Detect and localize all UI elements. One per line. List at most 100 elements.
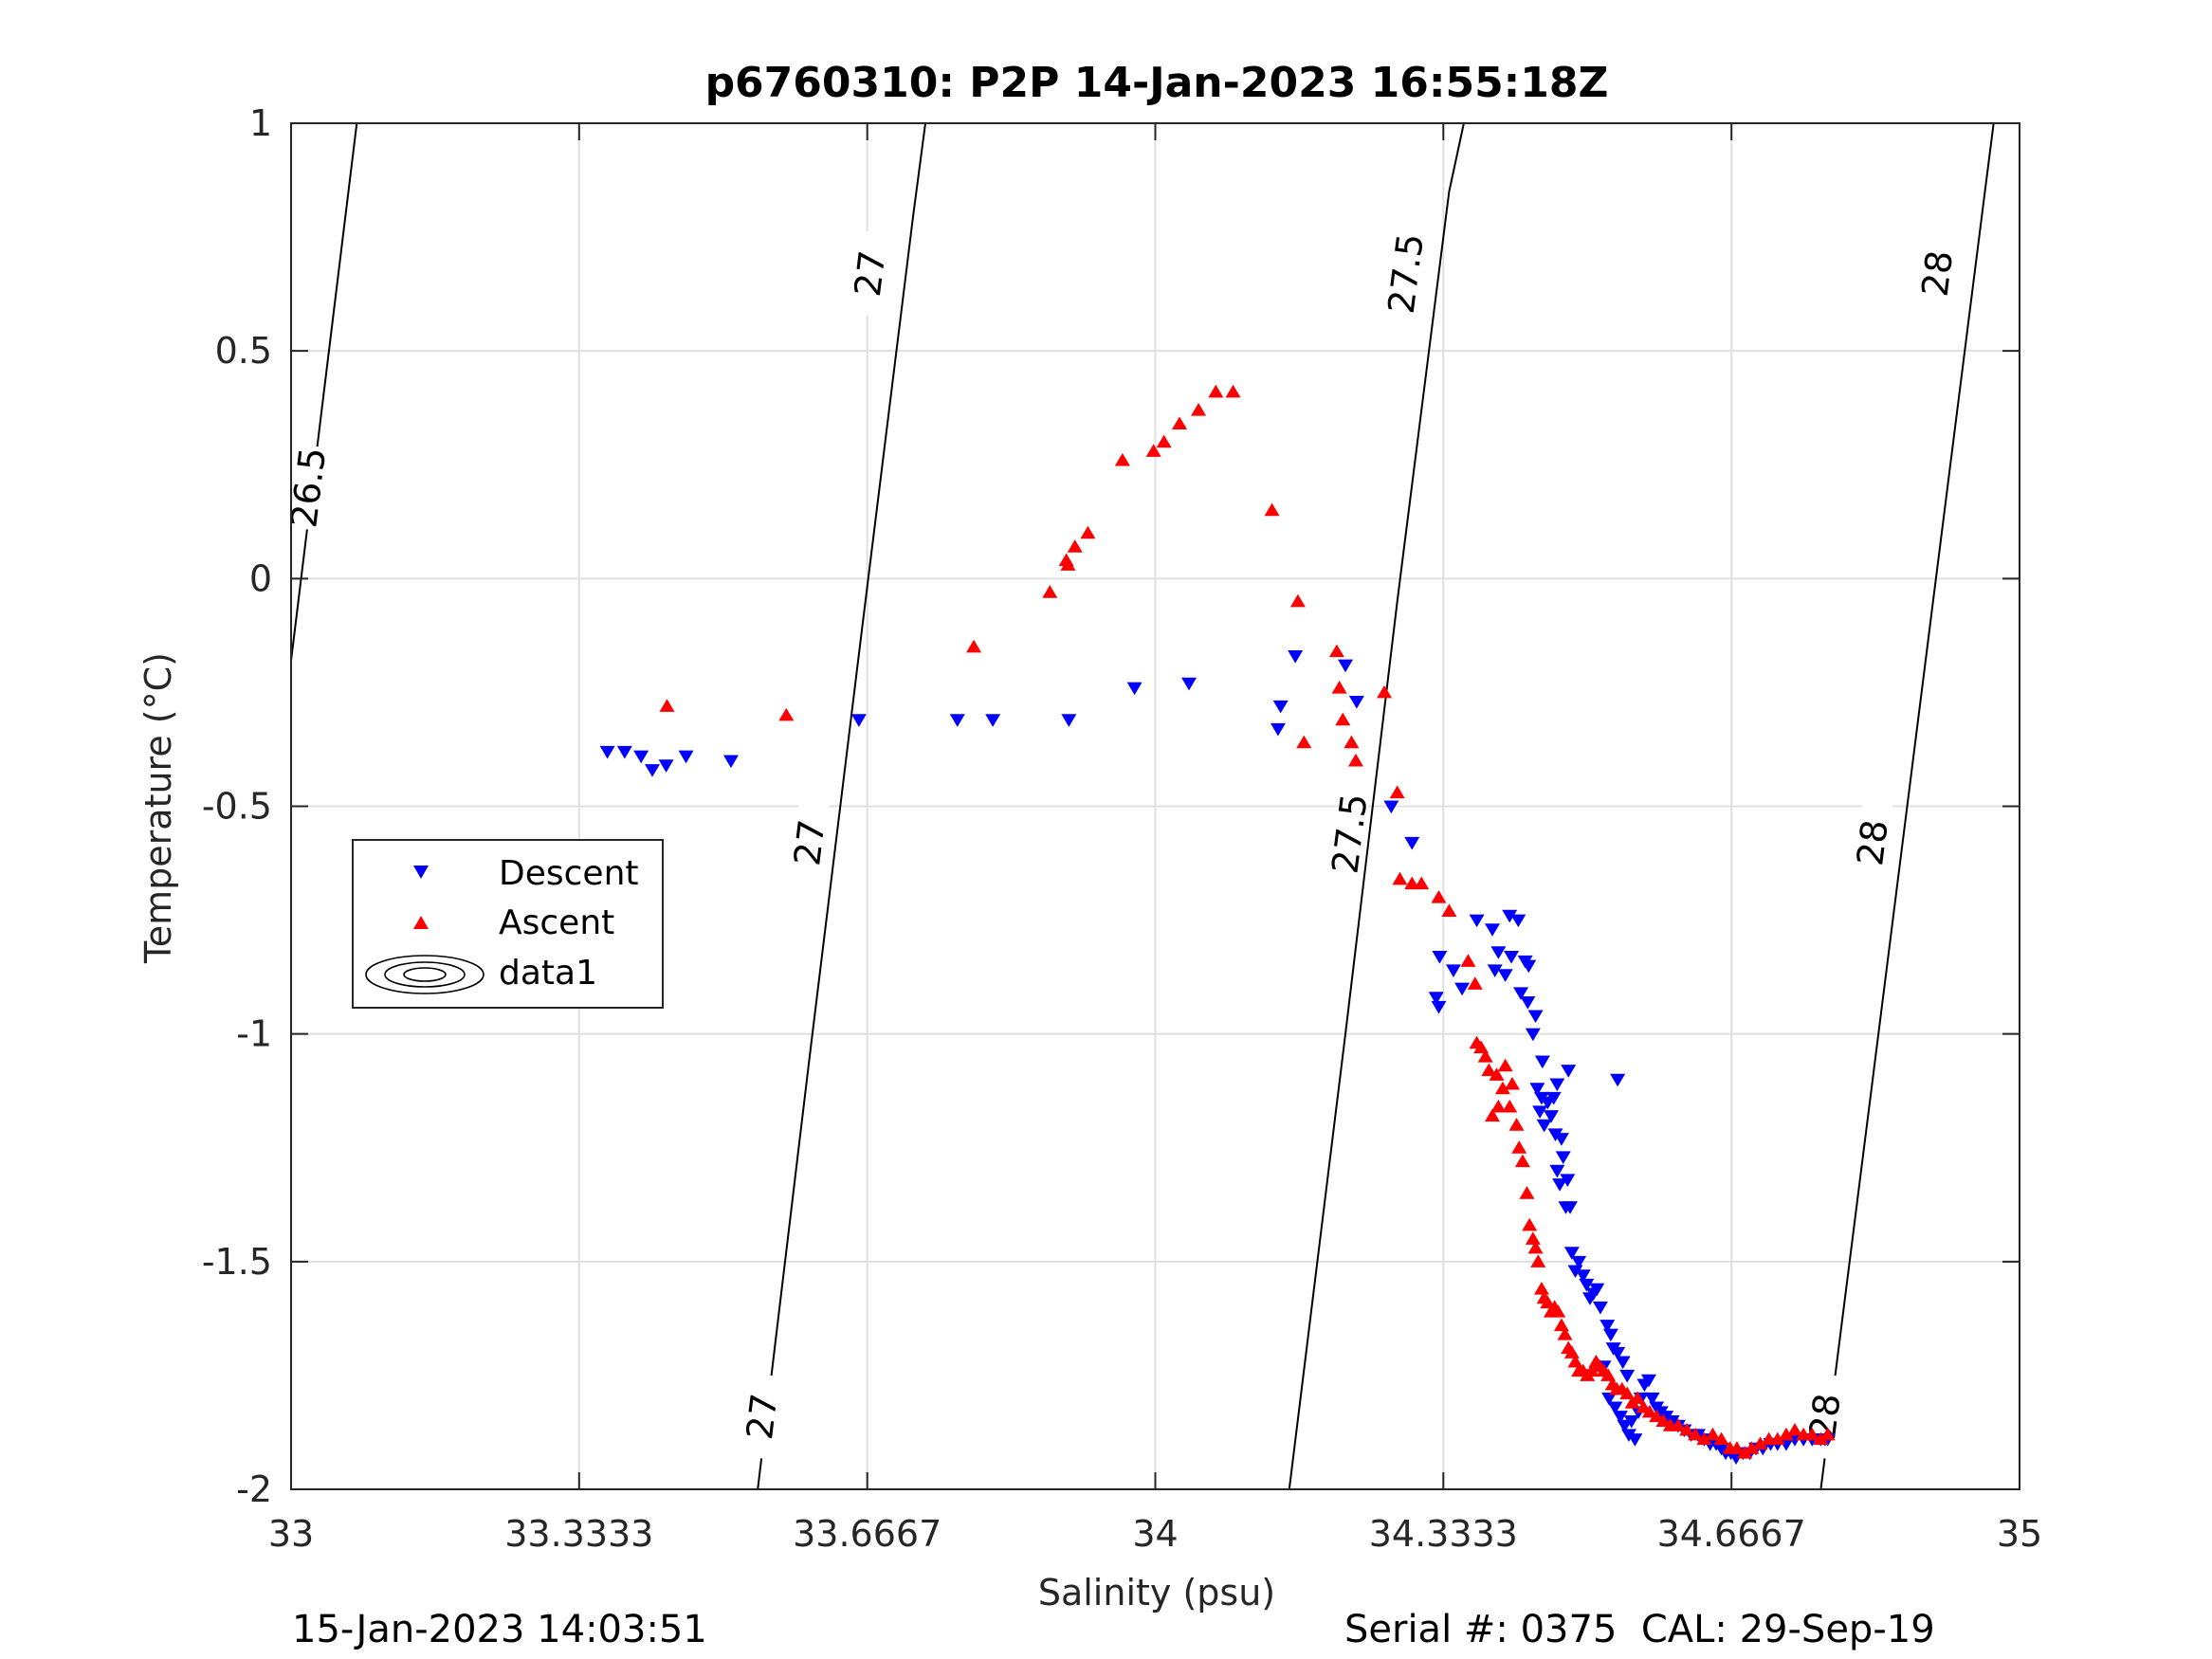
y-tick-label: -2 [236,1468,272,1510]
ascent-point [1787,1422,1803,1436]
contour-label: 27 [786,817,833,867]
descent-point [1404,836,1420,850]
y-tick-label: -1.5 [202,1241,272,1283]
contour-label: 27 [847,248,894,299]
y-tick-label: 0.5 [215,330,272,372]
descent-point [1521,959,1537,974]
descent-point [1549,1078,1565,1092]
descent-point [1513,987,1529,1001]
ascent-point [1688,1427,1704,1441]
descent-point [1502,909,1518,923]
contour-label: 27.5 [1324,792,1375,877]
ascent-point [1600,1368,1617,1381]
ascent-point [1497,1058,1513,1072]
ascent-point [1347,753,1363,767]
contour-label-bg [741,1373,783,1460]
y-tick-label: -1 [236,1013,272,1055]
ascent-point [1441,903,1457,917]
ascent-point [1641,1404,1657,1418]
ascent-point [1404,876,1420,890]
descent-point [1563,1247,1580,1260]
ascent-point [1813,1431,1829,1446]
footer-serial: Serial #: 0375 CAL: 29-Sep-19 [1344,1608,1935,1651]
descent-point [1348,696,1364,709]
descent-point [1525,1028,1541,1042]
contour-label: 28 [1849,817,1896,867]
ascent-point [1527,1240,1544,1254]
x-axis-label: Salinity (psu) [1038,1572,1275,1613]
ascent-point [1473,1040,1490,1054]
ascent-point [1414,876,1430,890]
y-tick-label: 0 [249,557,272,599]
ascent-point [1649,1409,1665,1423]
descent-point [1575,1269,1591,1283]
ascent-point [1344,735,1360,749]
descent-point [633,750,649,764]
ascent-point [1522,1217,1538,1231]
descent-point [1601,1392,1618,1406]
descent-point [1627,1433,1643,1447]
legend: Descent Ascent data1 [352,839,664,1009]
ascent-point [1655,1413,1672,1427]
ascent-point [1619,1386,1636,1400]
contour-label: 28 [1914,248,1962,299]
ascent-point [1679,1422,1695,1436]
descent-point [850,714,867,727]
descent-point [1567,1265,1583,1279]
descent-point [1383,800,1399,814]
descent-point [1504,951,1520,964]
descent-point [1615,1356,1631,1370]
contour-label-bg [1852,799,1893,886]
ascent-point [1114,452,1130,466]
ascent-point [1504,1076,1520,1090]
descent-point [1545,1091,1562,1105]
legend-descent-label: Descent [499,854,639,893]
descent-point [985,714,1001,727]
ascent-point [1550,1304,1566,1318]
ascent-point [1467,976,1483,990]
descent-point [1619,1369,1636,1383]
x-tick-label: 34.6667 [1657,1513,1806,1555]
ascent-point [1377,684,1393,699]
ascent-point [1060,557,1076,571]
ascent-point [1583,1363,1600,1377]
descent-point [1617,1419,1633,1433]
descent-point [1571,1255,1587,1269]
x-tick-label: 34 [1132,1513,1178,1555]
x-tick-label: 33.3333 [504,1513,653,1555]
ascent-point [1737,1445,1753,1459]
ascent-point [1208,384,1224,398]
legend-ascent-marker [413,916,429,929]
descent-point [1428,992,1444,1005]
descent-point [1487,964,1503,978]
ascent-point [1296,735,1312,749]
descent-point [1497,969,1513,982]
ascent-point [1705,1427,1721,1441]
ascent-point [1557,1327,1573,1340]
descent-point [1445,964,1461,978]
descent-point [1589,1283,1605,1297]
ascent-point [1484,1108,1500,1122]
ascent-point [1172,416,1188,430]
ascent-point [1769,1431,1785,1446]
ascent-point [1335,712,1351,726]
descent-point [1529,1083,1545,1096]
descent-point [1592,1301,1608,1315]
descent-point [1555,1151,1571,1164]
descent-point [1431,1000,1447,1014]
ascent-point [1553,1318,1569,1332]
ascent-point [1156,434,1172,448]
contour-label-bg [288,444,329,531]
descent-point [1126,682,1143,696]
ascent-point [1389,785,1405,799]
descent-point [1270,722,1286,737]
descent-point [1454,982,1471,996]
descent-point [1600,1320,1616,1333]
descent-point [1532,1105,1548,1119]
ascent-point [1331,681,1347,694]
y-tick-label: -0.5 [202,786,272,828]
descent-point [616,745,632,759]
descent-point [1549,1164,1565,1178]
contour-label: 27.5 [1380,231,1432,317]
